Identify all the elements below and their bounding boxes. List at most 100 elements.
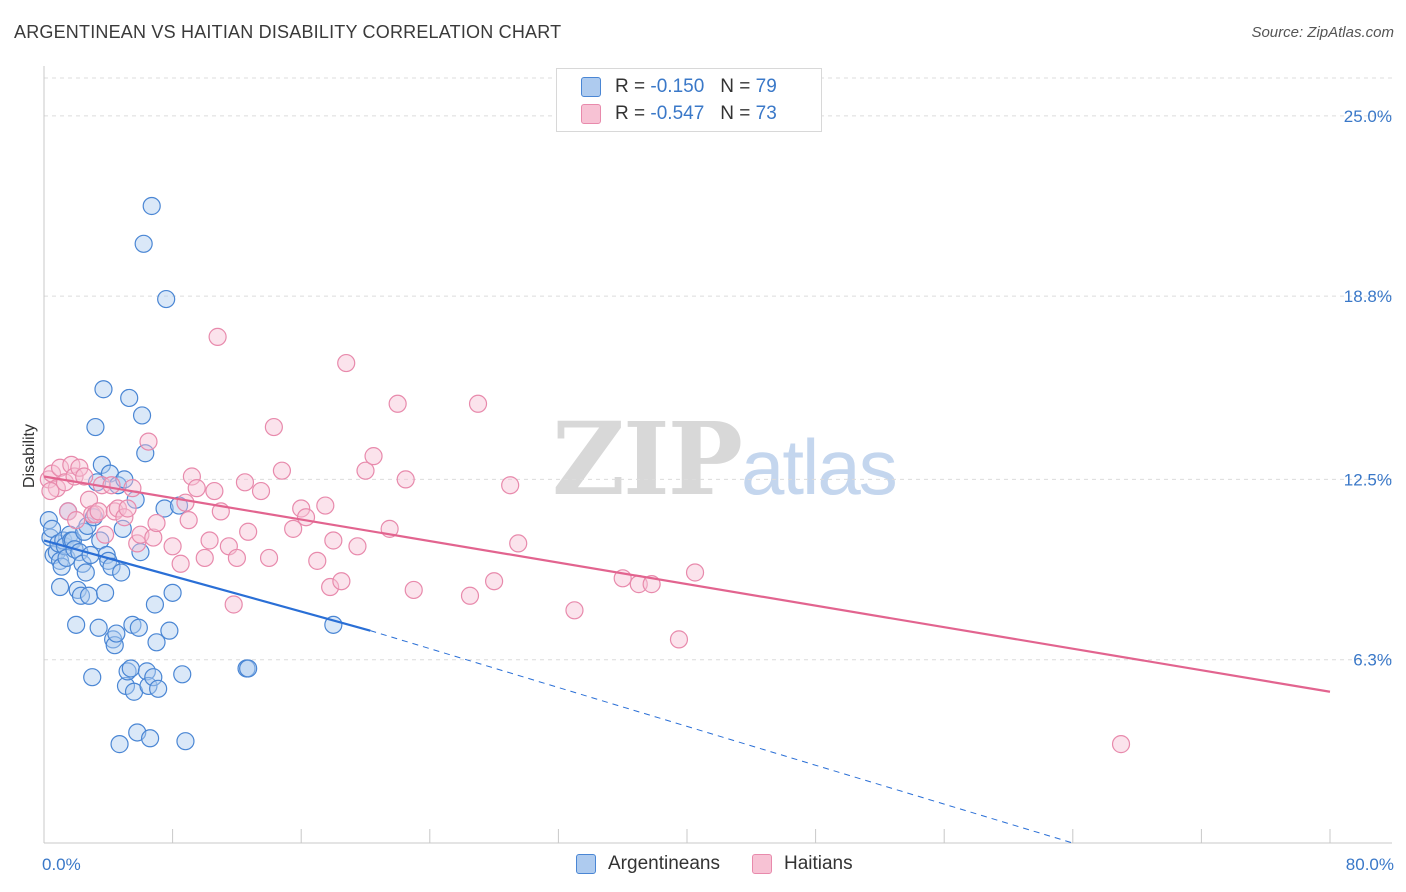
haitians-point <box>67 511 86 530</box>
haitians-point <box>182 467 201 486</box>
haitians-point <box>208 327 227 346</box>
argentineans-point <box>144 668 163 687</box>
argentineans-point <box>95 583 115 602</box>
argentineans-point <box>173 665 192 684</box>
haitians-point <box>348 537 367 556</box>
argentineans-point <box>147 633 166 652</box>
y-tick-label: 12.5% <box>1344 470 1392 489</box>
haitians-point <box>321 577 340 597</box>
haitians-point <box>179 511 198 530</box>
argentineans-point <box>84 508 103 527</box>
haitians-point <box>337 353 356 373</box>
haitians-legend-swatch <box>751 854 772 874</box>
legend-item-haitians[interactable]: Haitians <box>751 853 853 875</box>
haitians-swatch <box>581 104 601 124</box>
axes-layer <box>43 66 1392 844</box>
argentineans-point <box>86 417 105 437</box>
haitians-point <box>95 525 115 544</box>
argentineans-point <box>149 679 168 698</box>
haitians-point <box>509 534 528 553</box>
argentineans-point <box>120 388 139 408</box>
haitians-point <box>501 476 520 495</box>
haitians-legend-label: Haitians <box>783 853 853 874</box>
trend-layer <box>43 475 1331 844</box>
haitians-point <box>460 586 480 605</box>
haitians-point <box>75 467 94 486</box>
y-tick-label: 6.3% <box>1353 651 1392 670</box>
haitians-point <box>264 417 283 437</box>
haitians-point <box>259 548 279 568</box>
haitians-point <box>89 502 108 521</box>
argentineans-point <box>79 586 99 605</box>
argentineans-point <box>136 444 155 463</box>
chart-title: ARGENTINEAN VS HAITIAN DISABILITY CORREL… <box>14 22 562 42</box>
haitians-point <box>685 563 705 582</box>
argentineans-point <box>113 519 132 538</box>
source-label: Source: ZipAtlas.com <box>1251 24 1394 41</box>
argentineans-point <box>176 732 195 751</box>
legend-row-haitians: R = -0.547 N = 73 <box>581 102 777 126</box>
argentineans-point <box>67 615 86 634</box>
haitians-point <box>251 481 271 501</box>
argentineans-points <box>39 196 343 754</box>
argentineans-point <box>50 577 70 597</box>
argentineans-point <box>155 499 174 518</box>
argentineans-point <box>68 580 87 600</box>
argentineans-point <box>134 234 153 253</box>
haitians-point <box>324 531 343 550</box>
argentineans-point <box>107 624 126 643</box>
argentineans-point <box>89 618 108 637</box>
haitians-point <box>102 476 121 495</box>
n-label: N = <box>720 103 751 124</box>
haitians-point <box>272 461 292 480</box>
argentineans-point <box>112 563 131 582</box>
haitians-point <box>41 481 60 501</box>
argentineans-point <box>142 196 161 216</box>
legend-row-argentineans: R = -0.150 N = 79 <box>581 75 777 99</box>
haitians-point <box>187 479 206 498</box>
haitians-point <box>565 601 584 620</box>
argentineans-point <box>239 659 258 678</box>
argentineans-point <box>83 668 102 687</box>
haitians-point <box>224 595 243 614</box>
r-label: R = <box>615 103 646 124</box>
haitians-point <box>147 513 166 533</box>
haitians-point <box>356 461 375 480</box>
watermark: ZIPatlas <box>552 400 898 518</box>
haitians-point <box>396 470 415 489</box>
haitians-point <box>364 447 383 466</box>
haitians-point <box>139 432 158 451</box>
grid-layer <box>44 77 1392 661</box>
haitians-point <box>296 508 316 527</box>
haitians-point <box>404 580 423 600</box>
r-value: -0.547 <box>650 103 705 124</box>
argentineans-point <box>76 563 95 582</box>
argentineans-swatch <box>581 77 601 97</box>
haitians-point <box>468 394 488 413</box>
argentineans-point <box>145 595 165 614</box>
argentineans-point <box>132 406 152 425</box>
argentineans-point <box>121 659 140 678</box>
haitians-point <box>388 394 407 413</box>
n-label: N = <box>720 76 751 97</box>
argentineans-trend-extension <box>370 630 1073 844</box>
haitians-point <box>86 505 105 524</box>
haitians-point <box>332 572 351 591</box>
haitians-point <box>316 496 335 515</box>
watermark-atlas: atlas <box>740 423 898 511</box>
r-label: R = <box>615 76 646 97</box>
haitians-point <box>118 499 137 518</box>
argentineans-legend-swatch <box>576 854 596 874</box>
argentineans-legend-label: Argentineans <box>608 853 720 874</box>
haitians-point <box>50 458 70 477</box>
haitians-point <box>485 572 504 591</box>
haitians-point <box>200 531 219 550</box>
x-tick-label: 80.0% <box>1346 855 1394 874</box>
haitians-point <box>195 548 214 568</box>
argentineans-point <box>163 583 182 602</box>
haitians-point <box>144 528 163 547</box>
legend-item-argentineans[interactable]: Argentineans <box>576 853 720 875</box>
n-value: 73 <box>755 103 777 124</box>
stats-legend: R = -0.150 N = 79 R = -0.547 N = 73 <box>556 68 822 132</box>
